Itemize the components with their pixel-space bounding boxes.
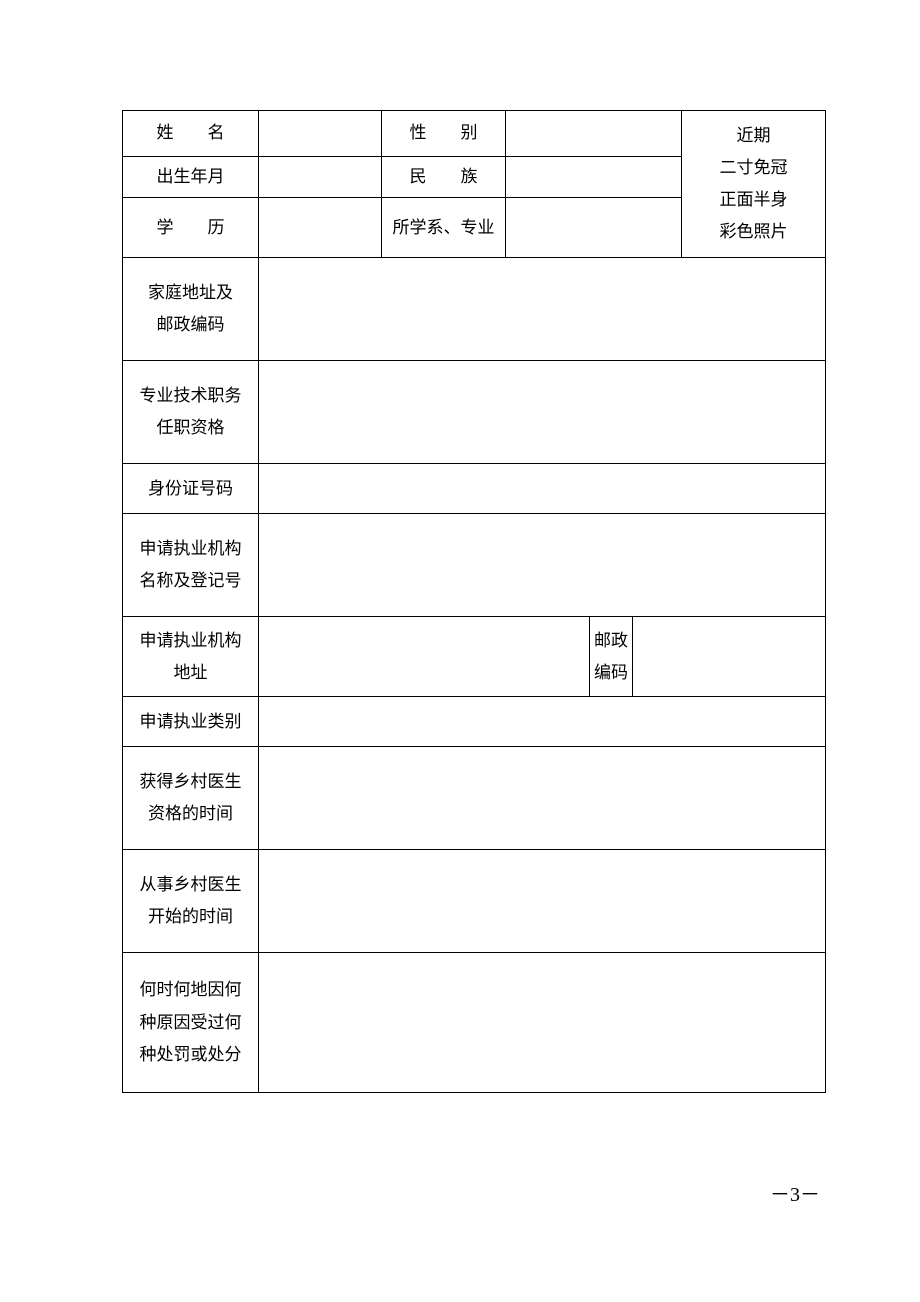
- row-start-time: 从事乡村医生 开始的时间: [123, 850, 826, 953]
- id-number-value: [259, 464, 826, 514]
- professional-title-label: 专业技术职务 任职资格: [123, 361, 259, 464]
- postal-code-value: [633, 617, 826, 697]
- birth-label: 出生年月: [123, 157, 259, 198]
- qualification-time-value: [259, 747, 826, 850]
- row-name-gender: 姓 名 性 别 近期 二寸免冠 正面半身 彩色照片: [123, 111, 826, 157]
- row-home-address: 家庭地址及 邮政编码: [123, 258, 826, 361]
- row-qualification-time: 获得乡村医生 资格的时间: [123, 747, 826, 850]
- row-professional-title: 专业技术职务 任职资格: [123, 361, 826, 464]
- qualification-time-label: 获得乡村医生 资格的时间: [123, 747, 259, 850]
- page-container: 姓 名 性 别 近期 二寸免冠 正面半身 彩色照片 出生年月 民 族 学 历 所…: [0, 0, 920, 1093]
- practice-org-label: 申请执业机构 名称及登记号: [123, 514, 259, 617]
- professional-title-value: [259, 361, 826, 464]
- gender-label: 性 别: [382, 111, 506, 157]
- row-id-number: 身份证号码: [123, 464, 826, 514]
- form-table: 姓 名 性 别 近期 二寸免冠 正面半身 彩色照片 出生年月 民 族 学 历 所…: [122, 110, 826, 1093]
- page-number: －3－: [770, 1178, 820, 1207]
- photo-cell: 近期 二寸免冠 正面半身 彩色照片: [682, 111, 826, 258]
- ethnicity-label: 民 族: [382, 157, 506, 198]
- practice-category-value: [259, 697, 826, 747]
- photo-line1: 近期: [684, 120, 823, 152]
- practice-address-value: [259, 617, 590, 697]
- row-practice-org: 申请执业机构 名称及登记号: [123, 514, 826, 617]
- education-value: [259, 198, 382, 258]
- home-address-value: [259, 258, 826, 361]
- photo-line3: 正面半身: [684, 184, 823, 216]
- row-punishment: 何时何地因何 种原因受过何 种处罚或处分: [123, 953, 826, 1093]
- major-value: [506, 198, 682, 258]
- practice-org-value: [259, 514, 826, 617]
- practice-category-label: 申请执业类别: [123, 697, 259, 747]
- postal-code-label: 邮政 编码: [590, 617, 633, 697]
- practice-address-label: 申请执业机构 地址: [123, 617, 259, 697]
- major-label: 所学系、专业: [382, 198, 506, 258]
- start-time-value: [259, 850, 826, 953]
- row-practice-address: 申请执业机构 地址 邮政 编码: [123, 617, 826, 697]
- name-value: [259, 111, 382, 157]
- home-address-label: 家庭地址及 邮政编码: [123, 258, 259, 361]
- row-practice-category: 申请执业类别: [123, 697, 826, 747]
- start-time-label: 从事乡村医生 开始的时间: [123, 850, 259, 953]
- ethnicity-value: [506, 157, 682, 198]
- education-label: 学 历: [123, 198, 259, 258]
- photo-line4: 彩色照片: [684, 216, 823, 248]
- gender-value: [506, 111, 682, 157]
- punishment-value: [259, 953, 826, 1093]
- photo-line2: 二寸免冠: [684, 152, 823, 184]
- id-number-label: 身份证号码: [123, 464, 259, 514]
- birth-value: [259, 157, 382, 198]
- name-label: 姓 名: [123, 111, 259, 157]
- punishment-label: 何时何地因何 种原因受过何 种处罚或处分: [123, 953, 259, 1093]
